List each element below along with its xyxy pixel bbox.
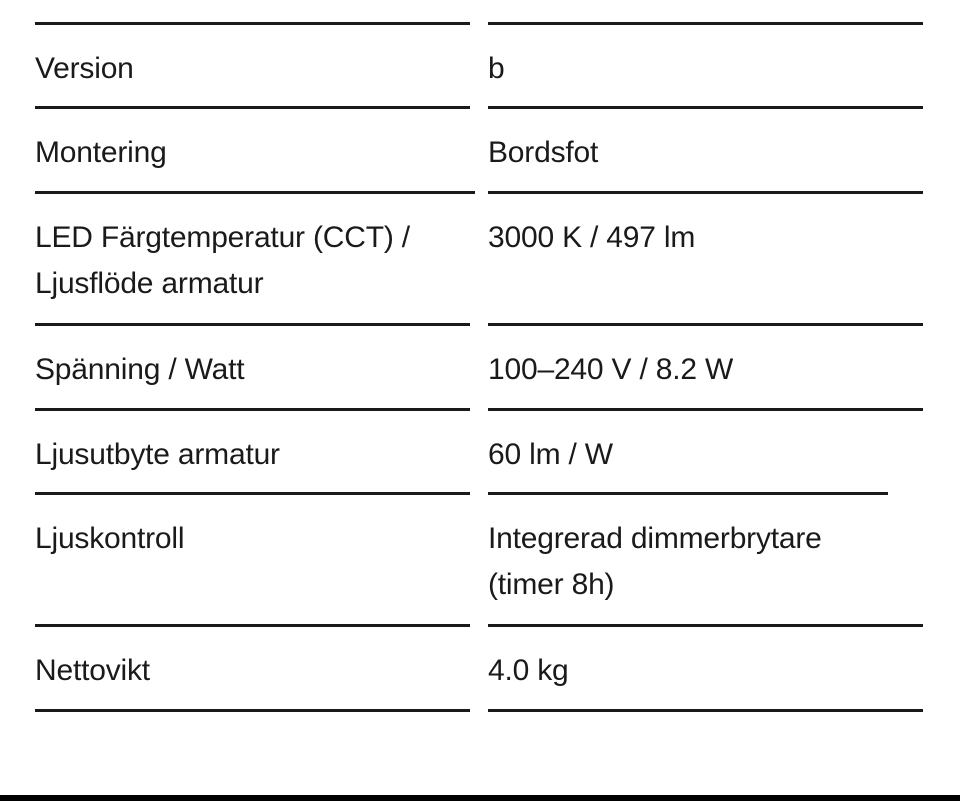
spec-label: LED Färgtemperatur (CCT) / Ljusflöde arm… [35,191,475,307]
spec-label: Nettovikt [35,624,470,694]
spec-value: Integrerad dimmerbrytare (timer 8h) [488,492,888,608]
spec-label: Ljusutbyte armatur [35,408,470,478]
spec-label: Spänning / Watt [35,323,470,393]
bottom-bar [0,795,960,801]
spec-value: Bordsfot [488,106,923,176]
divider [35,709,470,712]
divider [488,709,923,712]
spec-value: 60 lm / W [488,408,923,478]
spec-label: Ljuskontroll [35,492,470,562]
spec-value: 100–240 V / 8.2 W [488,323,923,393]
spec-value: b [488,22,923,92]
spec-label: Montering [35,106,470,176]
spec-value: 4.0 kg [488,624,923,694]
spec-label: Version [35,22,470,92]
spec-value: 3000 K / 497 lm [488,191,923,261]
